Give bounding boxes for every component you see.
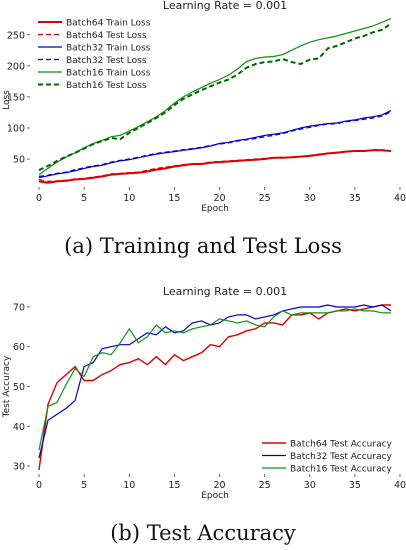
y-tick-label: 150	[7, 92, 25, 103]
legend-label: Batch16 Train Loss	[66, 69, 151, 79]
caption-b: (b) Test Accuracy	[110, 521, 296, 545]
chart-title: Learning Rate = 0.001	[163, 285, 287, 298]
legend-label: Batch16 Test Loss	[66, 81, 147, 91]
x-tick-label: 35	[349, 480, 361, 491]
x-tick-label: 25	[259, 193, 271, 204]
legend-label: Batch32 Test Loss	[66, 56, 147, 66]
x-tick-label: 40	[394, 193, 406, 204]
caption-a: (a) Training and Test Loss	[64, 234, 342, 258]
series-line	[38, 111, 392, 177]
x-tick-label: 15	[168, 480, 180, 491]
legend-label: Batch64 Train Loss	[66, 19, 151, 29]
legend-label: Batch32 Test Accuracy	[290, 452, 393, 462]
series-line	[38, 308, 391, 451]
x-tick-label: 10	[123, 480, 135, 491]
x-tick-label: 30	[304, 193, 316, 204]
series-line	[38, 22, 392, 172]
x-tick-label: 30	[304, 480, 316, 491]
y-tick-label: 250	[7, 30, 25, 41]
x-tick-label: 10	[123, 193, 135, 204]
series-line	[38, 149, 392, 182]
y-axis-label: Test Accuracy	[2, 355, 12, 418]
legend-label: Batch16 Test Accuracy	[290, 465, 393, 475]
x-tick-label: 35	[349, 193, 361, 204]
x-axis-label: Epoch	[201, 491, 229, 501]
y-tick-label: 200	[7, 61, 25, 72]
x-tick-label: 5	[81, 480, 87, 491]
chart-title: Learning Rate = 0.001	[163, 0, 287, 12]
y-tick-label: 50	[13, 382, 25, 393]
y-tick-label: 100	[7, 123, 25, 134]
legend-label: Batch32 Train Loss	[66, 44, 151, 54]
series-line	[38, 304, 392, 459]
x-axis-label: Epoch	[201, 204, 229, 214]
y-tick-label: 50	[13, 155, 25, 166]
x-tick-label: 40	[394, 480, 406, 491]
legend-label: Batch64 Test Accuracy	[290, 440, 393, 450]
y-tick-label: 30	[13, 462, 25, 473]
x-tick-label: 25	[259, 480, 271, 491]
x-tick-label: 20	[213, 193, 225, 204]
x-tick-label: 5	[81, 193, 87, 204]
legend-label: Batch64 Test Loss	[66, 31, 147, 41]
x-tick-label: 15	[168, 193, 180, 204]
y-axis-label: Loss	[2, 90, 12, 110]
y-tick-label: 40	[13, 422, 25, 433]
series-line	[38, 18, 392, 176]
x-tick-label: 20	[213, 480, 225, 491]
y-tick-label: 60	[13, 342, 25, 353]
y-tick-label: 70	[13, 302, 25, 313]
x-tick-label: 0	[36, 193, 42, 204]
x-tick-label: 0	[36, 480, 42, 491]
